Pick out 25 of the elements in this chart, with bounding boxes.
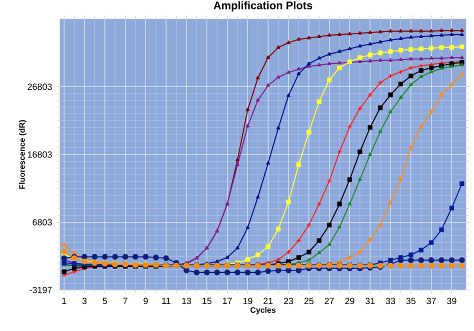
x-tick-label: 39 xyxy=(447,298,456,304)
x-tick-label: 11 xyxy=(162,298,170,304)
x-tick-label: 25 xyxy=(304,298,314,304)
y-tick-label: 6803 xyxy=(32,219,52,226)
x-tick-label: 23 xyxy=(284,298,294,304)
x-tick-label: 33 xyxy=(386,298,396,304)
x-tick-label: 5 xyxy=(102,298,107,304)
x-tick-label: 37 xyxy=(426,298,436,304)
x-tick-label: 3 xyxy=(82,298,87,304)
x-tick-label: 21 xyxy=(264,298,273,304)
x-tick-label: 31 xyxy=(365,298,375,304)
x-tick-label: 17 xyxy=(223,298,232,304)
x-tick-label: 27 xyxy=(324,298,334,304)
chart-title: Amplification Plots xyxy=(214,1,312,12)
x-tick-label: 19 xyxy=(243,298,252,304)
x-tick-label: 15 xyxy=(202,298,212,304)
y-tick-label: -3197 xyxy=(30,286,52,294)
x-tick-label: 29 xyxy=(345,298,354,304)
x-tick-label: 7 xyxy=(123,298,128,304)
x-tick-label: 13 xyxy=(182,298,192,304)
x-tick-label: 1 xyxy=(62,298,66,304)
y-tick-label: 16803 xyxy=(28,151,52,158)
x-tick-label: 35 xyxy=(406,298,416,304)
y-tick-label: 26803 xyxy=(28,84,52,90)
x-tick-label: 9 xyxy=(144,298,148,304)
